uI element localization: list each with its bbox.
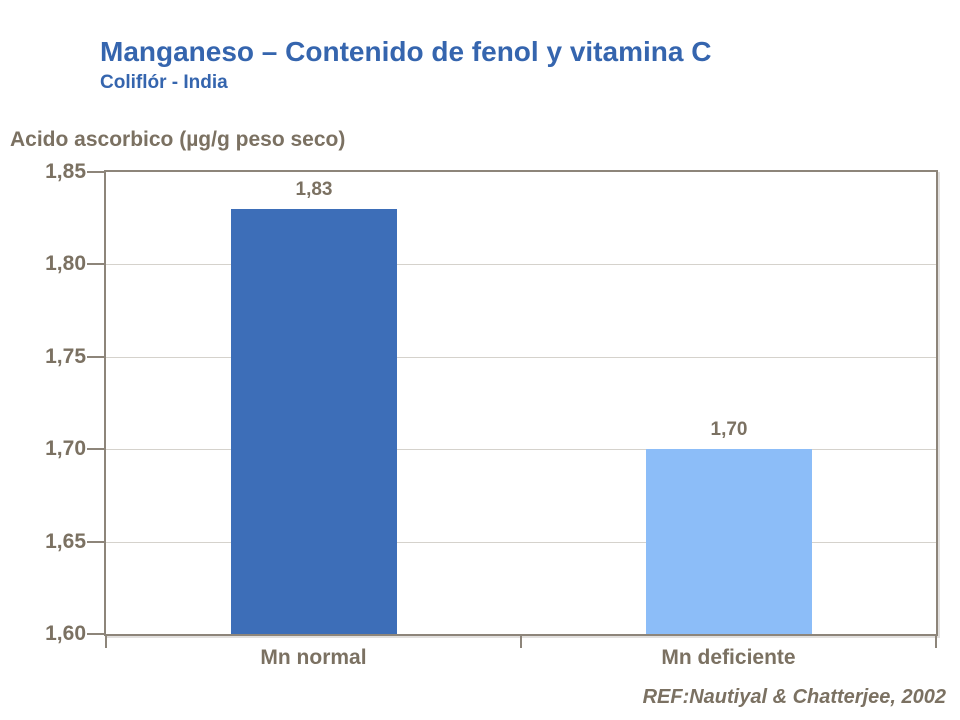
bar-value-label: 1,70 [710, 419, 748, 440]
reference-citation: REF:Nautiyal & Chatterjee, 2002 [642, 686, 946, 708]
x-axis-category-labels: Mn normal Mn deficiente [106, 646, 936, 670]
bar-value-label: 1,83 [295, 179, 333, 200]
y-axis-tick-mark [87, 541, 104, 543]
y-axis-tick-label: 1,60 [45, 622, 86, 645]
y-axis-tick-label: 1,70 [45, 437, 86, 460]
y-axis-tick-mark [87, 171, 104, 173]
y-axis-title: Acido ascorbico (µg/g peso seco) [10, 128, 346, 151]
x-axis-tick-mark [935, 634, 937, 648]
slide-subtitle: Coliflór - India [100, 72, 228, 93]
gridline [106, 357, 936, 358]
gridline [106, 542, 936, 543]
x-axis-tick-mark [520, 634, 522, 648]
y-axis-tick-label: 1,75 [45, 345, 86, 368]
bar-mn-normal [231, 209, 397, 634]
y-axis-tick-mark [87, 448, 104, 450]
y-axis-tick-label: 1,80 [45, 252, 86, 275]
x-axis-category-label: Mn normal [260, 646, 367, 669]
y-axis-tick-mark [87, 356, 104, 358]
slide-title: Manganeso – Contenido de fenol y vitamin… [100, 36, 712, 67]
x-axis-category-label: Mn deficiente [661, 646, 796, 669]
y-axis-tick-mark [87, 263, 104, 265]
plot-area: 1,83 1,70 [87, 170, 938, 648]
x-axis-tick-mark [105, 634, 107, 648]
bar-mn-deficiente [646, 449, 812, 634]
y-axis-tick-label: 1,85 [45, 160, 86, 183]
y-axis-tick-mark [87, 633, 104, 635]
gridline [106, 449, 936, 450]
gridline [106, 264, 936, 265]
y-axis-tick-label: 1,65 [45, 530, 86, 553]
y-axis-tick-labels: 1,85 1,80 1,75 1,70 1,65 1,60 [0, 160, 86, 645]
